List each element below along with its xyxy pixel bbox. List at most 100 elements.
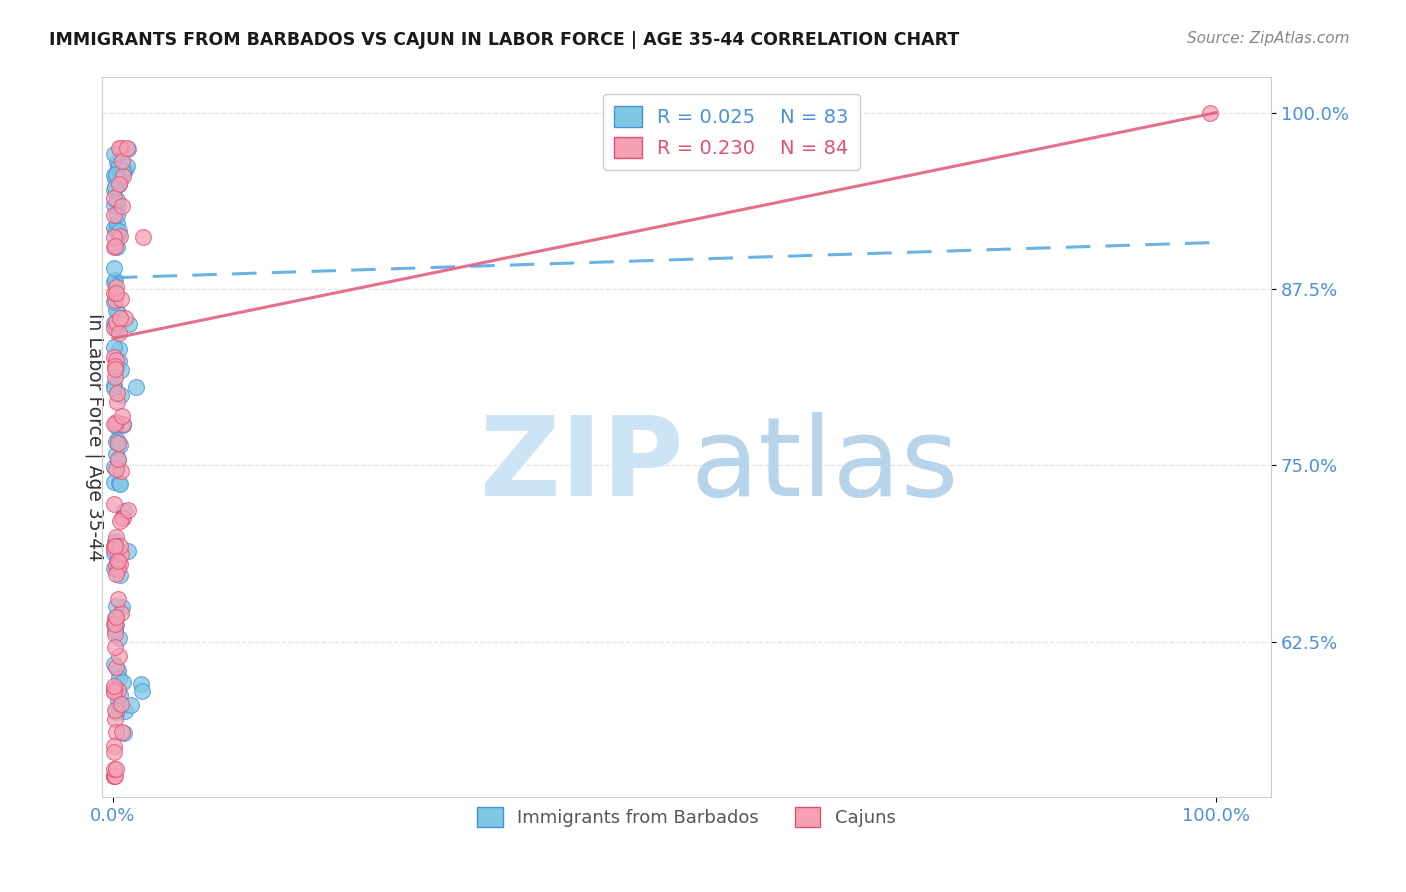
Point: [103, 497, 125, 511]
Point: [111, 153, 134, 168]
Point: [107, 227, 129, 242]
Text: Source: ZipAtlas.com: Source: ZipAtlas.com: [1187, 31, 1350, 46]
Point: [111, 510, 134, 524]
Point: [120, 698, 142, 712]
Point: [110, 557, 132, 571]
Point: [104, 559, 127, 574]
Point: [104, 239, 127, 253]
Point: [107, 161, 129, 175]
Point: [103, 230, 125, 244]
Point: [107, 671, 129, 685]
Legend: Immigrants from Barbados, Cajuns: Immigrants from Barbados, Cajuns: [470, 800, 903, 835]
Point: [112, 417, 135, 431]
Point: [107, 562, 129, 576]
Point: [107, 343, 129, 357]
Point: [103, 685, 125, 699]
Point: [105, 599, 128, 613]
Point: [103, 295, 125, 310]
Point: [108, 648, 131, 663]
Point: [111, 511, 134, 525]
Point: [105, 386, 128, 401]
Point: [103, 616, 125, 631]
Point: [105, 433, 128, 447]
Point: [103, 561, 125, 575]
Point: [104, 318, 127, 333]
Point: [108, 326, 131, 340]
Point: [111, 409, 134, 423]
Point: [105, 610, 128, 624]
Point: [110, 697, 132, 711]
Point: [115, 141, 138, 155]
Point: [105, 155, 128, 169]
Text: ZIP: ZIP: [479, 412, 683, 519]
Point: [107, 663, 129, 677]
Point: [111, 675, 134, 690]
Point: [103, 657, 125, 671]
Point: [104, 539, 127, 553]
Point: [103, 682, 125, 697]
Point: [104, 617, 127, 632]
Point: [114, 162, 136, 177]
Point: [108, 156, 131, 170]
Point: [108, 438, 131, 452]
Point: [105, 705, 128, 719]
Point: [103, 369, 125, 384]
Point: [111, 417, 134, 432]
Point: [112, 164, 135, 178]
Point: [105, 216, 128, 230]
Point: [103, 682, 125, 697]
Point: [103, 539, 125, 553]
Point: [104, 434, 127, 449]
Point: [103, 183, 125, 197]
Point: [108, 177, 131, 191]
Point: [103, 239, 125, 253]
Point: [104, 611, 127, 625]
Point: [107, 453, 129, 467]
Point: [104, 623, 127, 637]
Point: [103, 316, 125, 330]
Point: [103, 221, 125, 235]
Point: [104, 417, 127, 432]
Point: [103, 459, 125, 474]
Point: [103, 684, 125, 698]
Point: [103, 541, 125, 556]
Point: [105, 322, 128, 336]
Point: [103, 285, 125, 300]
Point: [107, 306, 129, 320]
Point: [107, 435, 129, 450]
Point: [107, 224, 129, 238]
Point: [104, 712, 127, 726]
Point: [110, 465, 132, 479]
Point: [117, 143, 139, 157]
Point: [103, 547, 125, 561]
Point: [103, 769, 125, 783]
Point: [103, 169, 125, 183]
Point: [103, 209, 125, 223]
Point: [110, 292, 132, 306]
Point: [107, 395, 129, 409]
Point: [104, 530, 127, 544]
Point: [104, 566, 127, 581]
Point: [103, 198, 125, 212]
Point: [104, 617, 127, 632]
Point: [103, 745, 125, 759]
Point: [107, 552, 129, 566]
Point: [111, 199, 134, 213]
Point: [108, 141, 131, 155]
Point: [108, 310, 131, 325]
Point: [104, 315, 127, 329]
Point: [117, 544, 139, 558]
Point: [111, 725, 134, 739]
Point: [107, 451, 129, 466]
Point: [112, 169, 135, 184]
Point: [103, 679, 125, 693]
Point: [103, 350, 125, 364]
Point: [117, 159, 139, 173]
Point: [105, 208, 128, 222]
Point: [105, 415, 128, 429]
Point: [108, 539, 131, 553]
Point: [103, 320, 125, 334]
Point: [104, 539, 127, 553]
Point: [118, 317, 141, 331]
Point: [103, 417, 125, 432]
